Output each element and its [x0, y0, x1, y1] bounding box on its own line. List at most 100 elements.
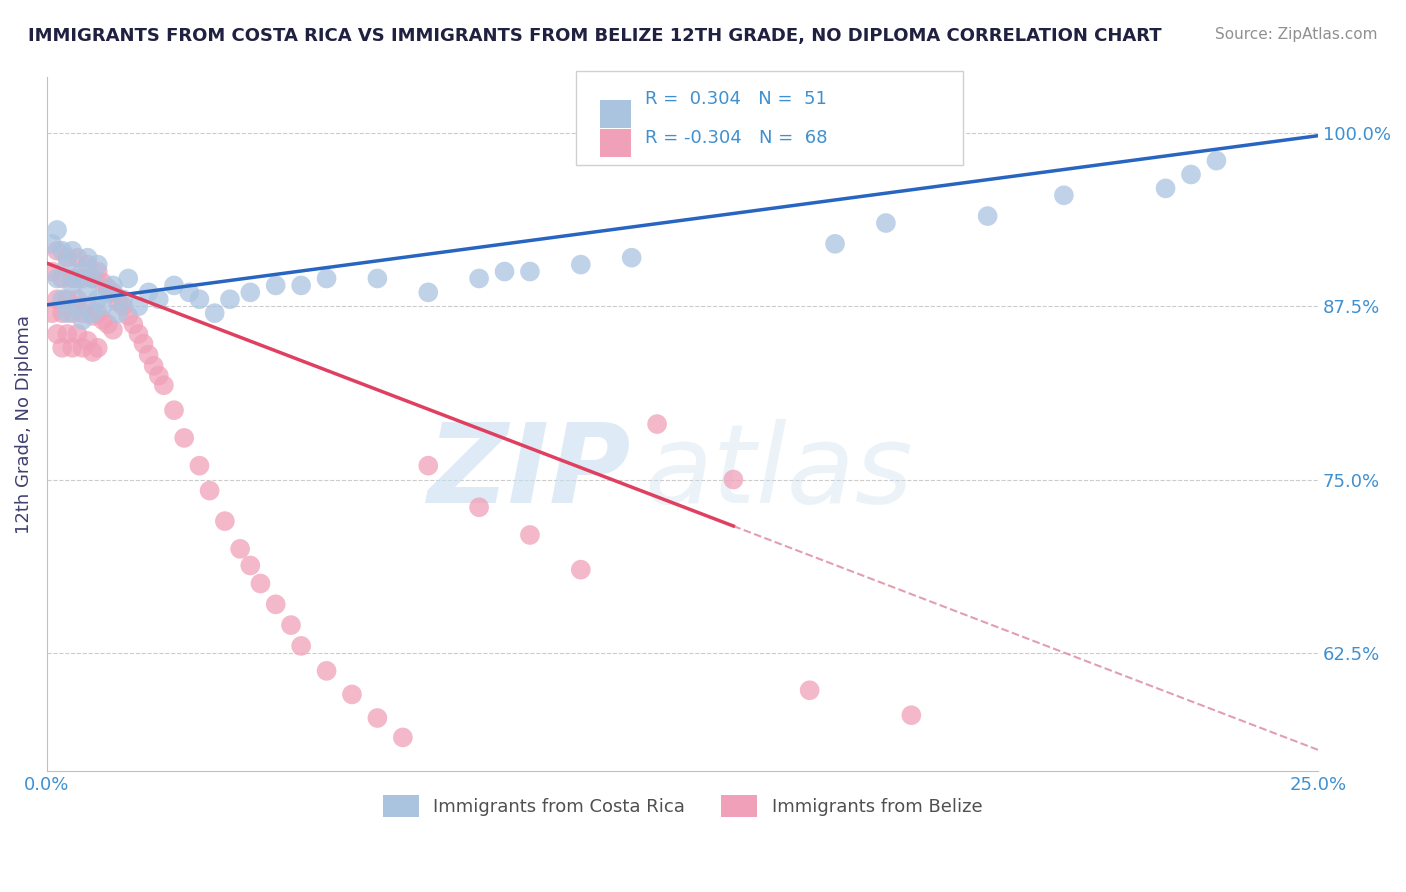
Point [66, 326, 89, 341]
Point [418, 458, 440, 473]
Point [173, 431, 195, 445]
Point [76, 251, 98, 265]
Point [1053, 188, 1076, 202]
Text: ZIP: ZIP [429, 419, 631, 526]
Point [1180, 168, 1202, 182]
Point [60, 341, 83, 355]
Point [41, 306, 63, 320]
Point [82, 271, 104, 285]
Point [107, 295, 129, 310]
Point [107, 306, 129, 320]
Point [204, 306, 226, 320]
Point [179, 285, 201, 300]
Point [91, 313, 114, 327]
Point [163, 278, 186, 293]
Point [82, 306, 104, 320]
Point [620, 251, 643, 265]
Point [101, 323, 124, 337]
Point [418, 285, 440, 300]
Point [1205, 153, 1227, 168]
Point [127, 326, 149, 341]
Point [153, 378, 176, 392]
Point [112, 299, 135, 313]
Point [76, 258, 98, 272]
Point [188, 458, 211, 473]
Point [569, 258, 592, 272]
Point [249, 576, 271, 591]
Point [117, 271, 139, 285]
Y-axis label: 12th Grade, No Diploma: 12th Grade, No Diploma [15, 315, 32, 533]
Point [97, 285, 120, 300]
Point [723, 473, 745, 487]
Point [645, 417, 668, 431]
Point [87, 306, 110, 320]
Point [46, 223, 69, 237]
Point [264, 278, 287, 293]
Point [56, 293, 79, 307]
Point [138, 285, 160, 300]
Point [132, 336, 155, 351]
Point [72, 271, 94, 285]
Point [60, 278, 83, 293]
Text: Source: ZipAtlas.com: Source: ZipAtlas.com [1215, 27, 1378, 42]
Point [315, 271, 337, 285]
Point [239, 285, 262, 300]
Point [76, 285, 98, 300]
Point [188, 293, 211, 307]
Point [290, 278, 312, 293]
Point [117, 309, 139, 323]
Point [87, 341, 110, 355]
Text: R =  0.304   N =  51: R = 0.304 N = 51 [645, 90, 827, 108]
Point [51, 271, 73, 285]
Point [366, 271, 388, 285]
Point [569, 563, 592, 577]
Point [56, 258, 79, 272]
Point [72, 313, 94, 327]
Point [875, 216, 897, 230]
Point [101, 285, 124, 300]
Text: atlas: atlas [644, 419, 912, 526]
Point [60, 244, 83, 258]
Point [51, 341, 73, 355]
Point [60, 271, 83, 285]
Point [56, 326, 79, 341]
Point [519, 528, 541, 542]
Point [280, 618, 302, 632]
Point [66, 271, 89, 285]
Text: R = -0.304   N =  68: R = -0.304 N = 68 [645, 128, 828, 146]
Point [468, 500, 491, 515]
Point [56, 306, 79, 320]
Point [46, 293, 69, 307]
Point [229, 541, 252, 556]
Point [46, 244, 69, 258]
Point [112, 293, 135, 307]
Point [198, 483, 221, 498]
Point [101, 278, 124, 293]
Point [142, 359, 165, 373]
Point [72, 306, 94, 320]
Point [60, 306, 83, 320]
Point [366, 711, 388, 725]
Point [91, 299, 114, 313]
Point [76, 334, 98, 348]
Point [76, 299, 98, 313]
Point [264, 597, 287, 611]
Point [148, 368, 170, 383]
Point [900, 708, 922, 723]
Point [799, 683, 821, 698]
Point [122, 317, 145, 331]
Point [138, 348, 160, 362]
Point [315, 664, 337, 678]
Point [239, 558, 262, 573]
Point [46, 271, 69, 285]
Point [494, 264, 516, 278]
Text: IMMIGRANTS FROM COSTA RICA VS IMMIGRANTS FROM BELIZE 12TH GRADE, NO DIPLOMA CORR: IMMIGRANTS FROM COSTA RICA VS IMMIGRANTS… [28, 27, 1161, 45]
Point [41, 236, 63, 251]
Point [214, 514, 236, 528]
Point [87, 258, 110, 272]
Point [66, 293, 89, 307]
Point [41, 264, 63, 278]
Point [51, 293, 73, 307]
Point [290, 639, 312, 653]
Point [56, 251, 79, 265]
